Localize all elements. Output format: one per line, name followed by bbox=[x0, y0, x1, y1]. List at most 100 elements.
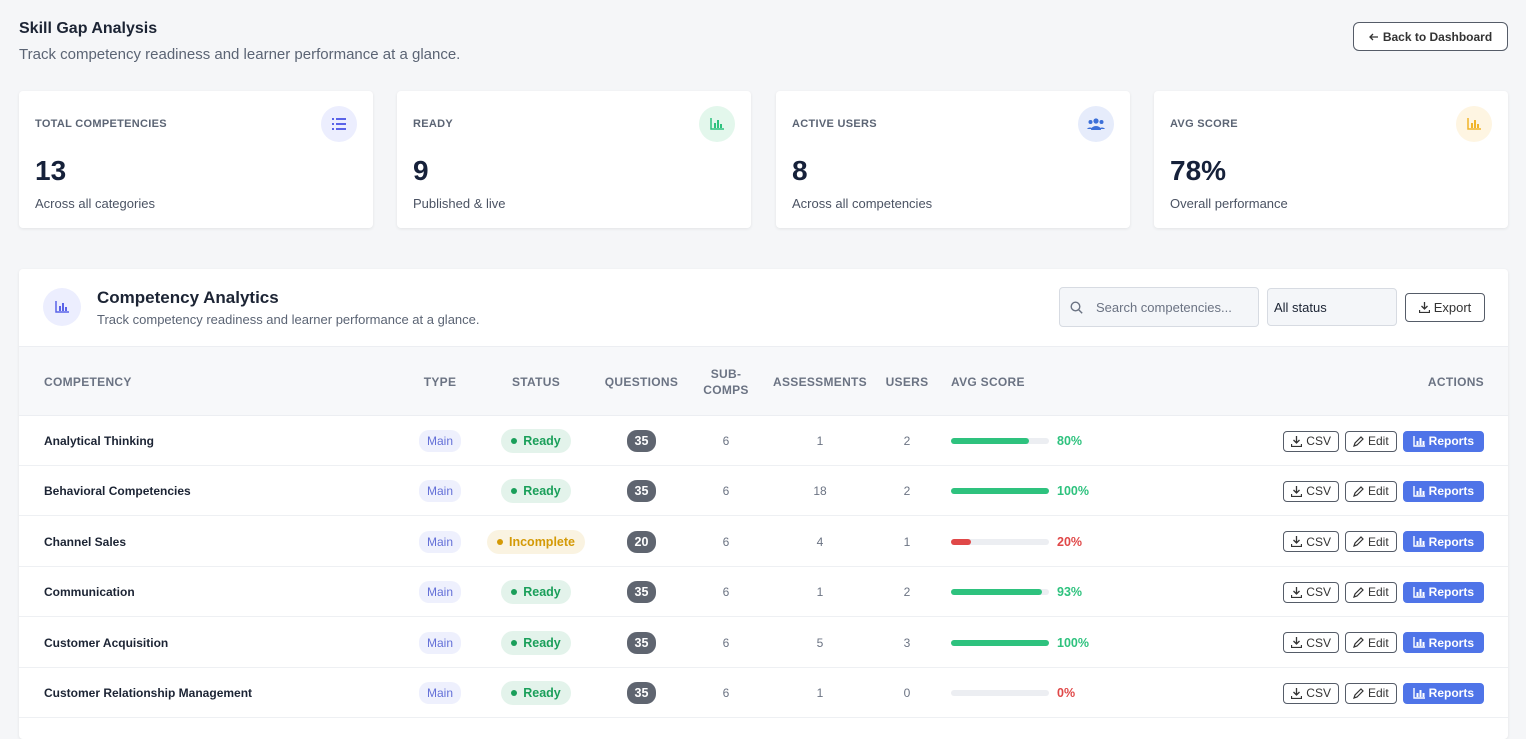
status-dot bbox=[497, 538, 503, 545]
status-badge: Ready bbox=[501, 681, 571, 705]
action-icon bbox=[1412, 586, 1425, 598]
actions-cell: CSV Edit Reports bbox=[1261, 517, 1484, 567]
stat-label: READY bbox=[413, 118, 454, 130]
score-bar bbox=[951, 488, 1049, 495]
action-button[interactable]: Reports bbox=[1402, 531, 1484, 553]
action-button[interactable]: Reports bbox=[1402, 581, 1484, 603]
action-icon bbox=[1353, 586, 1364, 598]
score-track bbox=[951, 589, 1049, 596]
competency-name: Behavioral Competencies bbox=[44, 484, 191, 499]
action-icon bbox=[1291, 536, 1303, 548]
action-button[interactable]: Reports bbox=[1402, 632, 1484, 654]
stat-card: ACTIVE USERS 8 Across all competencies bbox=[776, 91, 1130, 228]
action-icon bbox=[1353, 536, 1364, 548]
action-button[interactable]: Reports bbox=[1402, 682, 1484, 704]
action-label: Reports bbox=[1428, 484, 1474, 499]
status-filter[interactable]: All status bbox=[1267, 288, 1397, 326]
questions-badge: 35 bbox=[626, 631, 657, 654]
action-label: CSV bbox=[1306, 434, 1331, 448]
action-label: Reports bbox=[1428, 534, 1474, 549]
column-header: ACTIONS bbox=[1427, 375, 1484, 389]
stat-value: 8 bbox=[792, 155, 808, 186]
action-icon bbox=[1353, 435, 1364, 447]
score-track bbox=[951, 538, 1049, 545]
action-button[interactable]: CSV bbox=[1283, 632, 1339, 654]
score-cell: 0% bbox=[951, 668, 1075, 718]
competency-name: Customer Relationship Management bbox=[44, 686, 253, 700]
type-cell: Main bbox=[410, 668, 470, 718]
competency-name: Analytical Thinking bbox=[44, 434, 155, 448]
column-header: ASSESSMENTS bbox=[773, 375, 867, 389]
action-icon bbox=[1412, 435, 1425, 447]
score-bar bbox=[951, 438, 1030, 444]
action-button[interactable]: Edit bbox=[1344, 632, 1397, 654]
users-cell: 0 bbox=[903, 686, 911, 700]
competency-name: Communication bbox=[44, 585, 135, 600]
questions-badge: 35 bbox=[626, 581, 657, 604]
action-label: Reports bbox=[1428, 686, 1474, 700]
type-cell: Main bbox=[410, 567, 470, 617]
action-label: CSV bbox=[1306, 585, 1331, 600]
action-button[interactable]: CSV bbox=[1283, 430, 1339, 452]
stat-label: TOTAL COMPETENCIES bbox=[35, 118, 167, 130]
status-text: Ready bbox=[523, 585, 561, 600]
action-button[interactable]: Reports bbox=[1402, 480, 1484, 502]
action-icon bbox=[1291, 586, 1303, 598]
competency-name: Channel Sales bbox=[44, 534, 127, 549]
sub-comps-cell: 6 bbox=[722, 434, 730, 448]
action-button[interactable]: CSV bbox=[1283, 531, 1339, 553]
action-icon bbox=[1291, 485, 1303, 497]
panel-title: Competency Analytics bbox=[97, 288, 279, 307]
questions-badge: 35 bbox=[626, 682, 657, 704]
status-cell: Ready bbox=[491, 567, 581, 617]
table-row: Behavioral Competencies Main Ready 35 6 18 2 10… bbox=[19, 466, 1508, 517]
status-badge: Ready bbox=[501, 580, 571, 605]
action-button[interactable]: Edit bbox=[1344, 480, 1397, 502]
action-label: CSV bbox=[1306, 686, 1331, 700]
action-button[interactable]: Edit bbox=[1344, 682, 1397, 704]
action-button[interactable]: Reports bbox=[1402, 430, 1484, 452]
search-placeholder: Search competencies... bbox=[1096, 299, 1232, 315]
score-track bbox=[951, 690, 1049, 696]
stat-caption: Overall performance bbox=[1170, 196, 1288, 211]
export-label: Export bbox=[1433, 300, 1472, 315]
stat-caption: Across all categories bbox=[35, 196, 155, 211]
column-header: QUESTIONS bbox=[604, 375, 679, 389]
action-button[interactable]: CSV bbox=[1283, 581, 1339, 603]
users-cell: 3 bbox=[903, 635, 911, 650]
column-header: SUB-COMPS bbox=[703, 367, 749, 397]
action-button[interactable]: Edit bbox=[1344, 581, 1397, 603]
status-text: Ready bbox=[523, 686, 561, 700]
action-button[interactable]: Edit bbox=[1344, 430, 1397, 452]
panel-subtitle: Track competency readiness and learner p… bbox=[97, 312, 480, 327]
table-header: COMPETENCY TYPE STATUS QUESTIONS SUB-COMPS AS… bbox=[19, 346, 1508, 416]
search-box[interactable]: Search competencies... bbox=[1059, 287, 1259, 327]
action-label: Edit bbox=[1367, 585, 1389, 600]
competency-name: Customer Acquisition bbox=[44, 635, 169, 650]
action-label: CSV bbox=[1306, 534, 1331, 549]
back-button[interactable]: Back to Dashboard bbox=[1353, 22, 1508, 51]
stat-icon bbox=[1456, 106, 1492, 142]
assessments-cell: 4 bbox=[816, 534, 824, 549]
assessments-cell: 1 bbox=[816, 585, 824, 600]
type-badge: Main bbox=[418, 530, 461, 553]
actions-cell: CSV Edit Reports bbox=[1261, 466, 1484, 516]
questions-cell: 35 bbox=[599, 567, 684, 617]
stat-caption: Across all competencies bbox=[792, 196, 933, 211]
questions-badge: 35 bbox=[626, 430, 657, 452]
stat-card: AVG SCORE 78% Overall performance bbox=[1154, 91, 1508, 228]
action-button[interactable]: CSV bbox=[1283, 682, 1339, 704]
type-cell: Main bbox=[410, 517, 470, 567]
action-button[interactable]: Edit bbox=[1344, 531, 1397, 553]
actions-cell: CSV Edit Reports bbox=[1261, 618, 1484, 668]
action-icon bbox=[1353, 486, 1364, 497]
questions-cell: 35 bbox=[599, 416, 684, 466]
assessments-cell: 1 bbox=[816, 434, 824, 448]
score-label: 20% bbox=[1057, 534, 1083, 549]
status-text: Ready bbox=[523, 484, 561, 499]
type-cell: Main bbox=[410, 618, 470, 668]
actions-cell: CSV Edit Reports bbox=[1261, 668, 1484, 718]
back-label: Back to Dashboard bbox=[1382, 29, 1493, 44]
action-button[interactable]: CSV bbox=[1283, 480, 1339, 502]
export-button[interactable]: Export bbox=[1405, 293, 1485, 322]
